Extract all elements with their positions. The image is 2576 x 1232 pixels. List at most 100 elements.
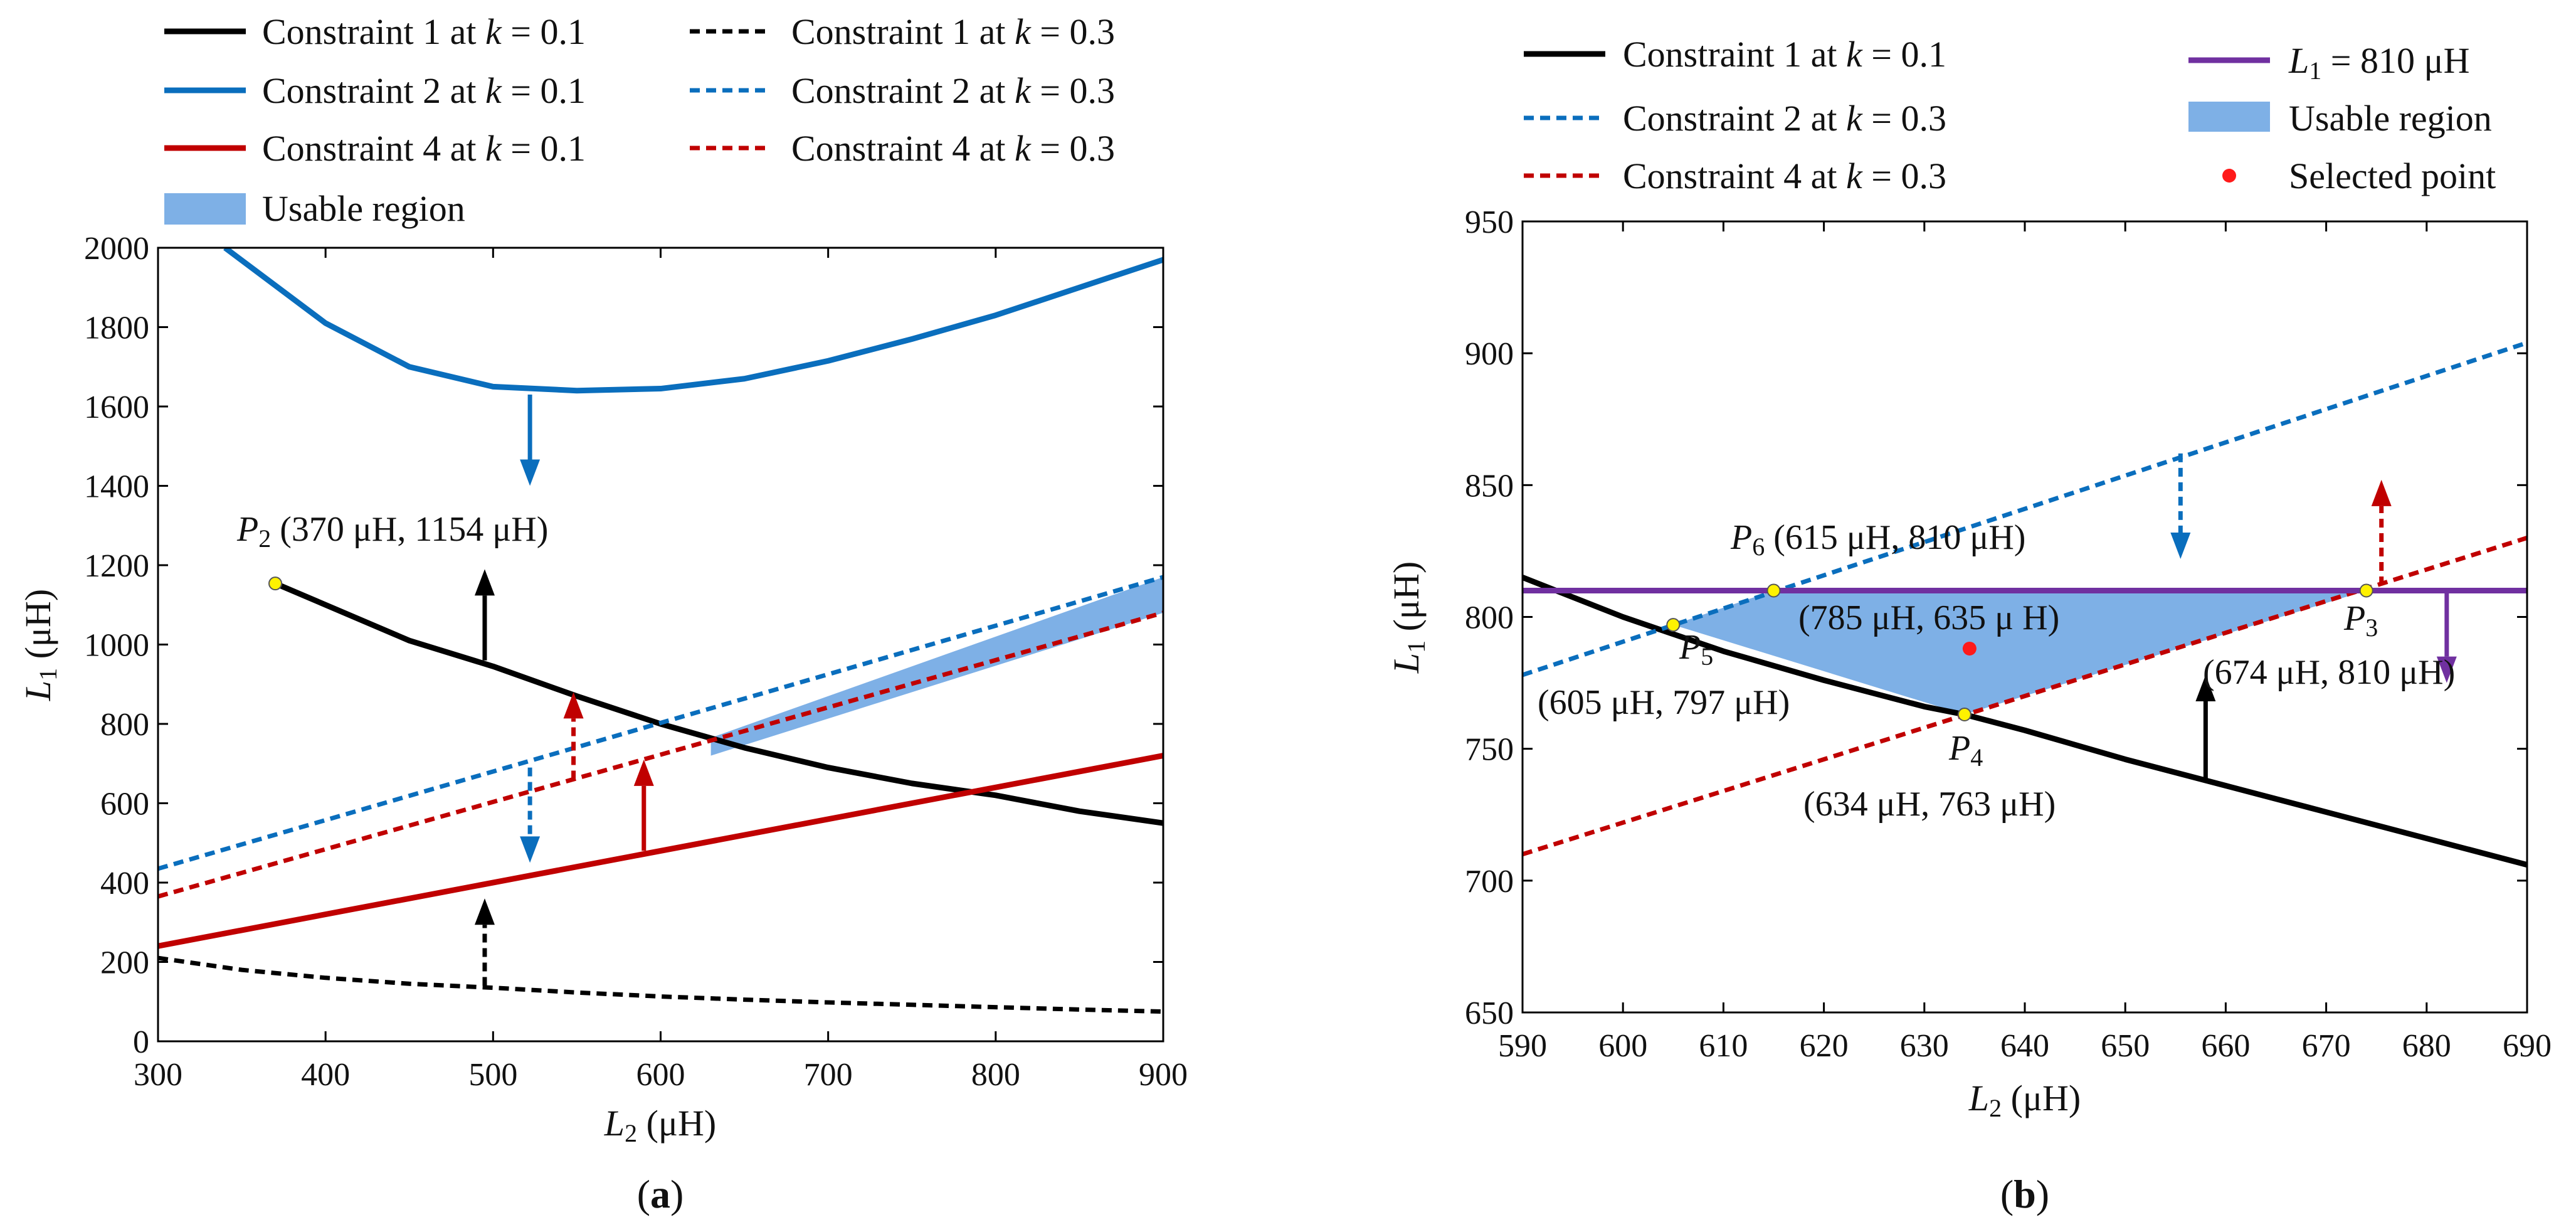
direction-arrow-head-b-3 [2195, 674, 2216, 701]
series-line-a-1 [158, 955, 1163, 1014]
series-line-a-3 [158, 575, 1163, 871]
direction-arrow-head-a-3 [520, 836, 541, 863]
panel-a-legend: Constraint 1 at k = 0.1 Constraint 1 at … [164, 11, 1115, 229]
p3-label: P3 [2343, 599, 2378, 642]
y-tick-label-a: 0 [133, 1024, 149, 1060]
series-line-a-0 [274, 580, 1163, 826]
x-tick-label-b: 650 [2101, 1028, 2150, 1064]
x-tick-label-b: 660 [2201, 1028, 2250, 1064]
series-line-b-2 [1523, 536, 2527, 857]
x-tick-label-b: 620 [1800, 1028, 1849, 1064]
direction-arrow-head-a-2 [563, 692, 584, 719]
y-tick-label-b: 700 [1465, 864, 1514, 900]
legend-entry-b-c4-k03: Constraint 4 at k = 0.3 [1623, 156, 1946, 196]
y-tick-label-a: 2000 [84, 231, 149, 267]
legend-entry-a-c2-k03: Constraint 2 at k = 0.3 [791, 70, 1115, 111]
p3-coords: (674 μH, 810 μH) [2203, 653, 2455, 692]
panel-b-caption: (b) [2000, 1172, 2049, 1216]
panel-a-caption: (a) [637, 1172, 684, 1216]
legend-entry-a-usable: Usable region [262, 188, 465, 229]
series-line-a-2 [223, 248, 1163, 394]
point-marker-p6 [1766, 583, 1781, 598]
x-tick-label-b: 630 [1900, 1028, 1949, 1064]
y-tick-label-b: 900 [1465, 336, 1514, 372]
selected-point-annotation: (785 μH, 635 μ H) [1798, 598, 2059, 637]
series-line-b-0 [1523, 575, 2527, 868]
y-tick-label-a: 200 [100, 945, 149, 981]
x-tick-label-b: 670 [2302, 1028, 2351, 1064]
legend-swatch-b-usable [2188, 102, 2270, 132]
y-tick-label-b: 800 [1465, 600, 1514, 636]
y-tick-label-a: 1800 [84, 311, 149, 346]
usable-region-b [1673, 590, 2367, 715]
p5-label: P5 [1679, 628, 1713, 671]
x-tick-label-a: 400 [301, 1057, 350, 1093]
y-tick-label-b: 650 [1465, 996, 1514, 1031]
y-tick-label-a: 1200 [84, 548, 149, 584]
point-marker-p3 [2359, 583, 2373, 598]
panel-a: Constraint 1 at k = 0.1 Constraint 1 at … [18, 11, 1188, 1216]
legend-entry-b-c1-k01: Constraint 1 at k = 0.1 [1623, 34, 1946, 75]
plot-b: 590 600 610 620 630 640 650 660 670 680 690 650 700 7… [1465, 204, 2552, 1064]
p4-label: P4 [1948, 729, 1983, 772]
x-tick-label-b: 600 [1598, 1028, 1647, 1064]
legend-entry-a-c1-k01: Constraint 1 at k = 0.1 [262, 11, 586, 52]
p4-coords: (634 μH, 763 μH) [1803, 785, 2056, 824]
panel-b-x-axis-label: L2 (μH) [1968, 1078, 2081, 1122]
panel-b: Constraint 1 at k = 0.1 Constraint 2 at … [1386, 34, 2552, 1216]
panel-a-x-axis-label: L2 (μH) [604, 1103, 716, 1147]
series-line-b-1 [1523, 341, 2527, 677]
direction-arrow-head-a-5 [474, 898, 495, 925]
direction-arrow-head-b-1 [2371, 479, 2392, 506]
usable-region-a [710, 576, 1163, 756]
x-tick-label-a: 600 [636, 1057, 685, 1093]
y-tick-label-a: 1400 [84, 469, 149, 505]
x-tick-label-b: 590 [1498, 1028, 1547, 1064]
y-tick-label-a: 800 [100, 707, 149, 743]
y-tick-label-a: 400 [100, 866, 149, 901]
legend-swatch-a-usable [164, 193, 246, 225]
selected-point-marker [1962, 641, 1977, 656]
direction-arrow-head-a-0 [520, 459, 541, 486]
panel-a-y-axis-label: L1 (μH) [18, 589, 62, 701]
y-tick-label-b: 950 [1465, 204, 1514, 240]
direction-arrow-head-b-0 [2170, 533, 2191, 560]
point-marker-p5 [1666, 618, 1681, 632]
y-tick-label-a: 600 [100, 787, 149, 822]
y-tick-label-a: 1600 [84, 390, 149, 425]
x-tick-label-b: 680 [2402, 1028, 2451, 1064]
x-tick-label-a: 700 [804, 1057, 853, 1093]
point-marker-p4 [1957, 708, 1972, 722]
x-tick-label-a: 800 [971, 1057, 1020, 1093]
p5-coords: (605 μH, 797 μH) [1538, 683, 1790, 722]
legend-entry-a-c2-k01: Constraint 2 at k = 0.1 [262, 70, 586, 111]
legend-entry-a-c4-k03: Constraint 4 at k = 0.3 [791, 128, 1115, 169]
legend-entry-b-selected: Selected point [2289, 156, 2496, 196]
series-line-a-5 [158, 610, 1163, 899]
x-tick-label-b: 690 [2503, 1028, 2552, 1064]
legend-swatch-b-selected [2222, 169, 2236, 183]
direction-arrow-head-a-1 [474, 569, 495, 596]
x-tick-label-b: 640 [2000, 1028, 2049, 1064]
p6-annotation: P6 (615 μH, 810 μH) [1730, 518, 2025, 561]
x-tick-label-a: 900 [1139, 1057, 1188, 1093]
y-tick-label-b: 750 [1465, 732, 1514, 768]
p2-annotation: P2 (370 μH, 1154 μH) [236, 510, 548, 553]
direction-arrow-head-b-2 [2436, 656, 2457, 683]
legend-entry-b-usable: Usable region [2289, 98, 2492, 139]
legend-entry-a-c1-k03: Constraint 1 at k = 0.3 [791, 11, 1115, 52]
panel-b-legend: Constraint 1 at k = 0.1 Constraint 2 at … [1524, 34, 2496, 196]
x-tick-label-b: 610 [1699, 1028, 1748, 1064]
x-tick-label-a: 300 [134, 1057, 182, 1093]
y-tick-label-b: 850 [1465, 468, 1514, 504]
point-marker-p2 [268, 576, 283, 591]
y-tick-label-a: 1000 [84, 628, 149, 664]
plot-a: 300 400 500 600 700 800 900 0 200 400 600 800 1000 12… [84, 231, 1188, 1093]
legend-entry-b-c2-k03: Constraint 2 at k = 0.3 [1623, 98, 1946, 139]
x-tick-label-a: 500 [468, 1057, 517, 1093]
panel-b-y-axis-label: L1 (μH) [1386, 561, 1430, 674]
direction-arrow-head-a-4 [633, 759, 654, 786]
series-line-a-4 [158, 753, 1163, 949]
legend-entry-b-l1: L1 = 810 μH [2288, 40, 2469, 85]
